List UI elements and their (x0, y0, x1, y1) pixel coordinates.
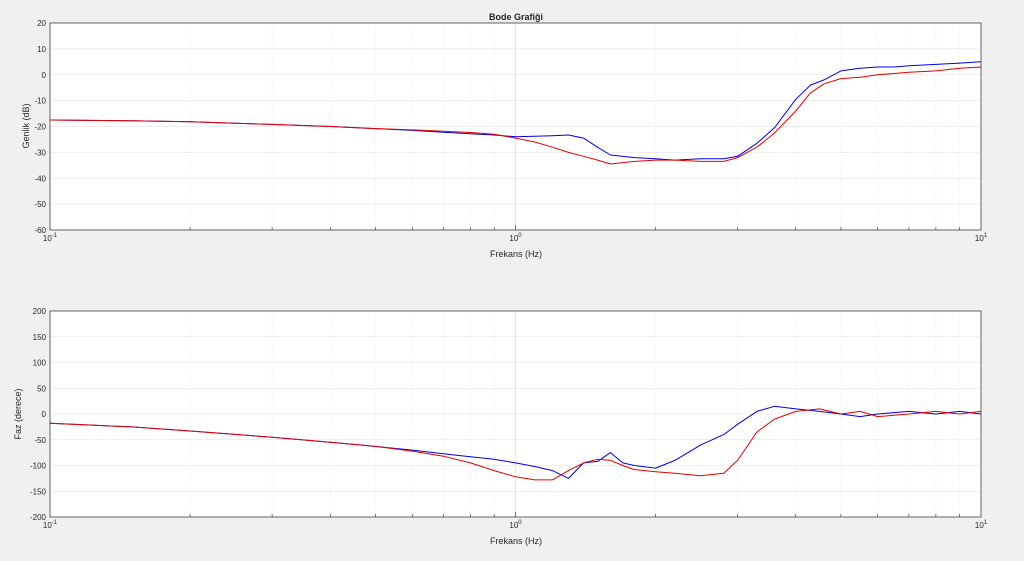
phase-plot: -200 -150 -100 -50 0 50 100 150 200 10-1 100 101 Fr… (13, 307, 988, 546)
magnitude-ytick-label: 10 (37, 45, 46, 54)
phase-series (49, 405, 982, 481)
phase-ytick-label: 0 (42, 410, 47, 419)
phase-xtick-label: 10-1 (43, 520, 58, 530)
phase-xtick-label: 101 (975, 520, 988, 530)
magnitude-plot: -60 -50 -40 -30 -20 -10 0 10 20 10-1 100 101 Frekan… (21, 19, 988, 259)
magnitude-ytick-label: -20 (34, 123, 46, 132)
magnitude-ytick-label: 0 (42, 71, 47, 80)
phase-xlabel: Frekans (Hz) (490, 536, 542, 546)
magnitude-ytick-label: -30 (34, 148, 46, 157)
phase-ylabel: Faz (derece) (13, 388, 23, 439)
magnitude-xtick-label: 100 (509, 233, 522, 243)
magnitude-series-line-red (49, 66, 982, 165)
phase-ytick-label: -100 (30, 462, 47, 471)
phase-ytick-label: -200 (30, 513, 47, 522)
phase-ytick-label: 150 (33, 333, 47, 342)
magnitude-xlabel: Frekans (Hz) (490, 249, 542, 259)
magnitude-xtick-label: 101 (975, 233, 988, 243)
magnitude-ytick-label: -60 (34, 226, 46, 235)
phase-series-line-blue (49, 405, 982, 479)
phase-grid (50, 311, 981, 517)
magnitude-ytick-label: -40 (34, 174, 46, 183)
magnitude-grid (50, 23, 981, 230)
magnitude-ticks: -60 -50 -40 -30 -20 -10 0 10 20 10-1 100 101 (34, 19, 987, 243)
phase-ytick-label: -150 (30, 487, 47, 496)
magnitude-ylabel: Genlik (dB) (21, 103, 31, 148)
magnitude-ytick-label: -50 (34, 200, 46, 209)
magnitude-xtick-label: 10-1 (43, 233, 58, 243)
figure-title: Bode Grafiği (489, 12, 543, 22)
magnitude-ytick-label: -10 (34, 97, 46, 106)
magnitude-series (49, 61, 982, 165)
phase-ytick-label: 200 (33, 307, 47, 316)
phase-ticks: -200 -150 -100 -50 0 50 100 150 200 10-1 100 101 (30, 307, 988, 530)
phase-ytick-label: 100 (33, 359, 47, 368)
phase-xtick-label: 100 (509, 520, 522, 530)
phase-ytick-label: 50 (37, 384, 46, 393)
phase-ytick-label: -50 (34, 436, 46, 445)
magnitude-ytick-label: 20 (37, 19, 46, 28)
phase-series-line-red (49, 408, 982, 481)
